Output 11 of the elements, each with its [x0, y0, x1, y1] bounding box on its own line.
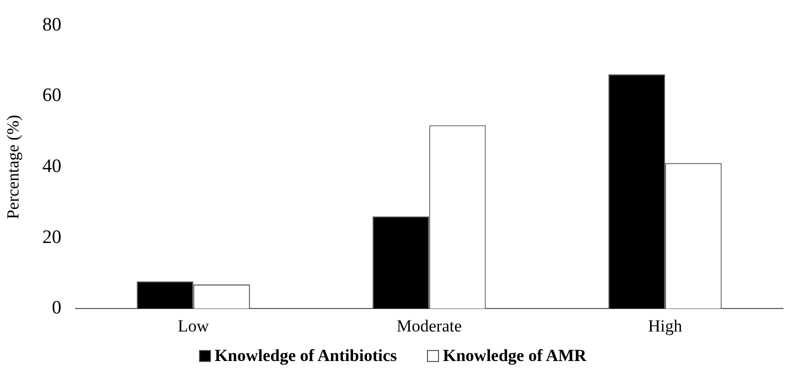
y-tick-label: 40 [42, 156, 62, 177]
legend-label: Knowledge of Antibiotics [214, 346, 397, 366]
y-tick-label: 80 [42, 14, 62, 36]
y-tick-label: 60 [42, 85, 62, 106]
y-axis-title: Percentage (%) [4, 114, 23, 220]
text: Knowledge of AMR [442, 346, 586, 366]
x-tick-label: High [648, 316, 683, 336]
y-tick-label: 0 [52, 298, 62, 319]
x-tick-label: Low [178, 316, 210, 336]
y-tick-label: 20 [42, 226, 62, 248]
x-tick-label: Moderate [396, 316, 462, 336]
